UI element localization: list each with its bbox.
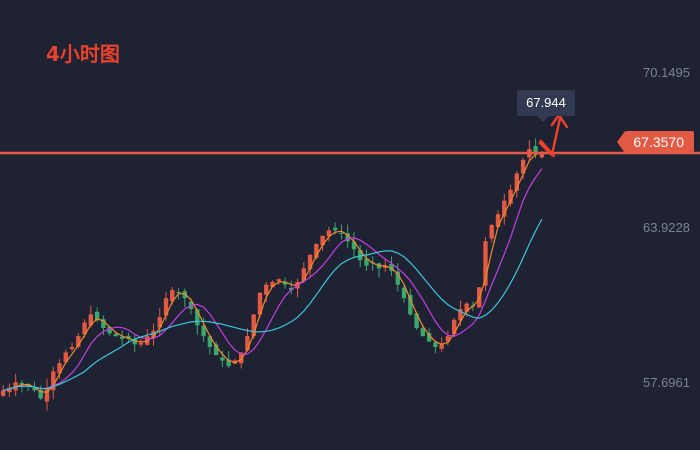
candle bbox=[107, 326, 112, 334]
candle bbox=[7, 387, 12, 393]
candle bbox=[207, 336, 213, 347]
candle bbox=[101, 319, 106, 329]
candle bbox=[94, 311, 100, 320]
candle bbox=[339, 232, 344, 234]
candle bbox=[502, 200, 507, 217]
candle bbox=[320, 235, 325, 246]
candle bbox=[464, 303, 469, 312]
candle bbox=[0, 390, 6, 396]
current-price-tag: 67.3570 bbox=[617, 131, 694, 153]
y-tick-label: 57.6961 bbox=[643, 375, 690, 390]
candle bbox=[195, 309, 200, 326]
candle bbox=[19, 382, 25, 385]
candle bbox=[176, 291, 181, 293]
candle bbox=[520, 159, 526, 174]
candle bbox=[201, 325, 206, 337]
candle bbox=[63, 352, 68, 363]
ma-long-line bbox=[2, 218, 543, 391]
candle bbox=[69, 346, 75, 350]
moving-average-lines bbox=[2, 151, 543, 393]
candle bbox=[539, 152, 545, 158]
candle bbox=[44, 387, 50, 402]
candle bbox=[314, 243, 319, 258]
candle bbox=[426, 333, 432, 342]
candle bbox=[276, 279, 281, 282]
candle bbox=[82, 322, 87, 335]
candle bbox=[51, 371, 56, 391]
high-price-marker: 67.944 bbox=[517, 90, 575, 122]
candle bbox=[332, 227, 338, 231]
candle bbox=[508, 189, 513, 204]
candle bbox=[245, 336, 250, 351]
candle bbox=[414, 313, 419, 329]
candle bbox=[445, 336, 451, 342]
candle bbox=[439, 344, 444, 349]
candle bbox=[451, 319, 457, 334]
candle bbox=[483, 241, 488, 286]
candle bbox=[383, 265, 388, 269]
candle bbox=[389, 263, 394, 272]
candle bbox=[251, 314, 256, 337]
candle bbox=[433, 342, 438, 347]
candle bbox=[282, 281, 288, 285]
candle bbox=[57, 363, 62, 374]
candle bbox=[301, 268, 307, 281]
candle bbox=[364, 258, 369, 266]
candle bbox=[458, 309, 463, 321]
candle bbox=[38, 389, 43, 399]
candle bbox=[401, 287, 407, 299]
candle bbox=[151, 330, 156, 338]
candlestick-series bbox=[0, 138, 545, 411]
candle bbox=[351, 241, 357, 250]
candle bbox=[163, 298, 169, 316]
y-tick-label: 63.9228 bbox=[643, 220, 690, 235]
candle bbox=[213, 344, 219, 356]
candle bbox=[408, 294, 413, 315]
candle bbox=[358, 249, 363, 261]
candle bbox=[119, 336, 125, 339]
candle bbox=[88, 314, 94, 326]
candle bbox=[257, 292, 263, 315]
candle bbox=[514, 173, 520, 191]
candle bbox=[420, 327, 426, 337]
candle bbox=[307, 254, 313, 270]
candle bbox=[32, 388, 37, 391]
y-tick-label: 70.1495 bbox=[643, 65, 690, 80]
down-arrow-stroke bbox=[539, 139, 556, 158]
candle bbox=[182, 291, 187, 299]
candle bbox=[126, 335, 131, 339]
candle bbox=[132, 338, 137, 345]
candle bbox=[76, 336, 81, 347]
candle bbox=[157, 317, 162, 328]
candle bbox=[270, 281, 275, 288]
candle bbox=[395, 271, 400, 285]
chart-title: 4小时图 bbox=[46, 42, 120, 66]
candle bbox=[533, 146, 538, 155]
candle bbox=[220, 357, 225, 361]
candle bbox=[138, 342, 144, 345]
candle bbox=[226, 359, 231, 366]
candle bbox=[170, 290, 175, 302]
candle bbox=[264, 284, 269, 295]
candle bbox=[238, 352, 244, 364]
candle bbox=[495, 214, 501, 227]
ma-mid-line bbox=[2, 168, 543, 391]
candle bbox=[345, 233, 350, 242]
candle bbox=[113, 333, 119, 337]
candle bbox=[326, 230, 332, 237]
candle bbox=[489, 225, 494, 239]
